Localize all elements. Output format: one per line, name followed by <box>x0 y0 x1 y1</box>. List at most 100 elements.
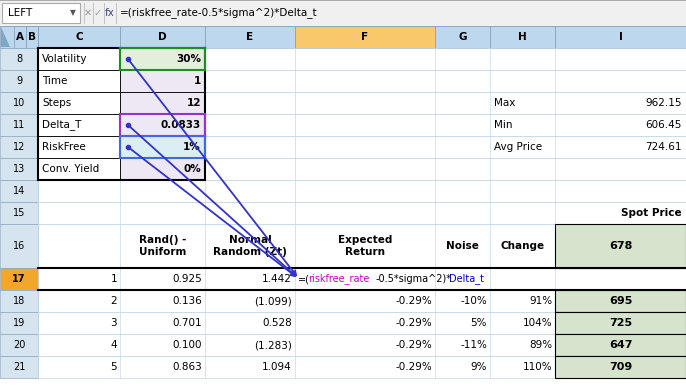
Text: 962.15: 962.15 <box>646 98 682 108</box>
Text: 12: 12 <box>187 98 201 108</box>
Bar <box>0 224 686 268</box>
Text: 10: 10 <box>13 98 25 108</box>
Text: riskfree_rate: riskfree_rate <box>309 274 370 285</box>
Text: 4: 4 <box>110 340 117 350</box>
Bar <box>26 26 38 48</box>
Bar <box>0 224 38 268</box>
Text: G: G <box>458 32 466 42</box>
Text: 9: 9 <box>16 76 22 86</box>
Text: 606.45: 606.45 <box>646 120 682 130</box>
Bar <box>0 92 686 114</box>
Text: -0.29%: -0.29% <box>395 296 432 306</box>
Bar <box>38 92 120 114</box>
Bar <box>0 334 686 356</box>
Text: 1: 1 <box>193 76 201 86</box>
Text: 1.442: 1.442 <box>262 274 292 284</box>
Text: B: B <box>28 32 36 42</box>
Text: 1: 1 <box>110 274 117 284</box>
Bar <box>120 26 205 48</box>
Text: Normal
Random (Zt): Normal Random (Zt) <box>213 235 287 257</box>
Text: Change: Change <box>501 241 545 251</box>
Text: 19: 19 <box>13 318 25 328</box>
Text: -0.29%: -0.29% <box>395 318 432 328</box>
Text: Spot Price: Spot Price <box>622 208 682 218</box>
Text: Rand() -
Uniform: Rand() - Uniform <box>139 235 186 257</box>
Text: Max: Max <box>494 98 515 108</box>
Bar <box>38 136 120 158</box>
Text: 695: 695 <box>608 296 632 306</box>
Bar <box>0 158 686 180</box>
Text: Steps: Steps <box>42 98 71 108</box>
Text: 0.863: 0.863 <box>172 362 202 372</box>
Bar <box>120 136 205 158</box>
Text: 104%: 104% <box>522 318 552 328</box>
Text: E: E <box>246 32 254 42</box>
Text: Min: Min <box>494 120 512 130</box>
Text: (1.283): (1.283) <box>254 340 292 350</box>
Text: (1.099): (1.099) <box>255 296 292 306</box>
Bar <box>2 3 80 23</box>
Bar <box>38 48 120 70</box>
Text: F: F <box>362 32 368 42</box>
Text: -0.29%: -0.29% <box>395 340 432 350</box>
Bar <box>0 26 38 48</box>
Text: Volatility: Volatility <box>42 54 88 64</box>
Text: 0.0833: 0.0833 <box>161 120 201 130</box>
Bar <box>0 268 38 290</box>
Bar <box>490 26 555 48</box>
Text: ▼: ▼ <box>70 8 76 17</box>
Bar <box>0 136 38 158</box>
Text: 18: 18 <box>13 296 25 306</box>
Text: 21: 21 <box>13 362 25 372</box>
Bar <box>120 48 205 70</box>
Bar <box>0 268 686 290</box>
Text: 647: 647 <box>608 340 632 350</box>
Text: fx: fx <box>105 8 115 18</box>
Text: 0.925: 0.925 <box>172 274 202 284</box>
Text: -11%: -11% <box>460 340 487 350</box>
Bar <box>295 26 435 48</box>
Text: RiskFree: RiskFree <box>42 142 86 152</box>
Bar <box>555 224 686 268</box>
Text: LEFT: LEFT <box>8 8 32 18</box>
Text: 0%: 0% <box>183 164 201 174</box>
Bar <box>555 334 686 356</box>
Bar <box>0 356 38 378</box>
Text: ✓: ✓ <box>94 8 102 18</box>
Bar <box>0 180 686 202</box>
Bar <box>0 92 38 114</box>
Text: 13: 13 <box>13 164 25 174</box>
Bar <box>0 136 686 158</box>
Bar <box>14 26 26 48</box>
Bar <box>435 26 490 48</box>
Text: -0.29%: -0.29% <box>395 362 432 372</box>
Text: 15: 15 <box>13 208 25 218</box>
Text: Time: Time <box>42 76 67 86</box>
Text: Avg Price: Avg Price <box>494 142 542 152</box>
Bar <box>0 202 686 224</box>
Text: 1.094: 1.094 <box>262 362 292 372</box>
Text: 30%: 30% <box>176 54 201 64</box>
Text: 0.528: 0.528 <box>262 318 292 328</box>
Bar <box>38 26 120 48</box>
Text: =(riskfree_rate-0.5*sigma^2)*Delta_t: =(riskfree_rate-0.5*sigma^2)*Delta_t <box>120 8 318 18</box>
Bar <box>0 70 38 92</box>
Text: 1%: 1% <box>183 142 201 152</box>
Bar <box>120 114 205 136</box>
Text: A: A <box>16 32 24 42</box>
Text: 2: 2 <box>110 296 117 306</box>
Bar <box>0 48 38 70</box>
Text: Conv. Yield: Conv. Yield <box>42 164 99 174</box>
Bar <box>0 290 38 312</box>
Text: 0.701: 0.701 <box>172 318 202 328</box>
Bar <box>38 114 120 136</box>
Bar <box>120 70 205 92</box>
Text: 0.100: 0.100 <box>172 340 202 350</box>
Bar <box>555 312 686 334</box>
Text: -10%: -10% <box>460 296 487 306</box>
Bar <box>120 92 205 114</box>
Text: 11: 11 <box>13 120 25 130</box>
Bar <box>0 312 38 334</box>
Text: Expected
Return: Expected Return <box>338 235 392 257</box>
Text: 110%: 110% <box>522 362 552 372</box>
